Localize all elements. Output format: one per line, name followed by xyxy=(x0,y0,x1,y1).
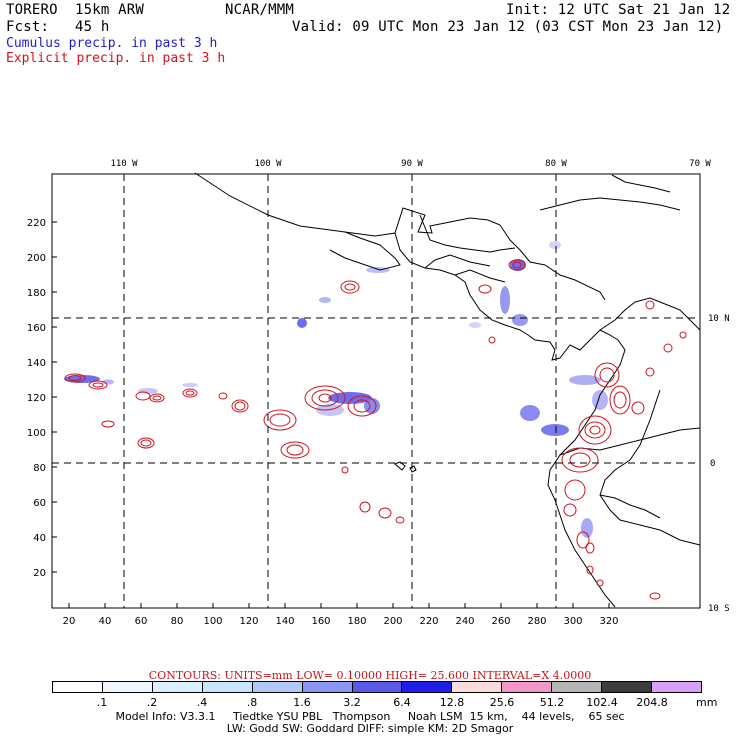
colorbar-swatch xyxy=(652,682,701,692)
latlon-grid xyxy=(52,174,700,608)
x-tick-label: 200 xyxy=(383,616,402,627)
x-grid-labels: 20 40 60 80 100 120 140 160 180 200 220 240 260 280 30… xyxy=(63,616,619,627)
y-tick-label: 180 xyxy=(27,288,46,299)
explicit-legend: Explicit precip. in past 3 h xyxy=(6,51,226,66)
forecast-hour: Fcst: 45 h xyxy=(6,19,110,35)
colorbar-label: 3.2 xyxy=(343,696,361,709)
init-time: Init: 12 UTC Sat 21 Jan 12 xyxy=(506,2,731,18)
colorbar-label: 12.8 xyxy=(439,696,465,709)
lat-label-10n: 10 N xyxy=(708,314,730,324)
x-tick-label: 60 xyxy=(135,616,148,627)
x-tick-label: 240 xyxy=(455,616,474,627)
x-tick-label: 260 xyxy=(491,616,510,627)
lon-label-70w: 70 W xyxy=(689,159,711,169)
lat-label-0: 0 xyxy=(710,459,715,469)
valid-time: Valid: 09 UTC Mon 23 Jan 12 (03 CST Mon … xyxy=(292,19,724,35)
colorbar-swatch xyxy=(602,682,653,692)
x-tick-label: 100 xyxy=(203,616,222,627)
colorbar-swatch xyxy=(352,682,403,692)
colorbar-swatch xyxy=(53,682,103,692)
cumulus-precip-shading xyxy=(64,241,608,538)
x-tick-label: 220 xyxy=(419,616,438,627)
colorbar-label: .4 xyxy=(196,696,208,709)
colorbar-swatch xyxy=(302,682,353,692)
x-tick-label: 320 xyxy=(599,616,618,627)
y-tick-label: 40 xyxy=(33,533,46,544)
x-tick-label: 140 xyxy=(275,616,294,627)
axis-ticks xyxy=(52,221,610,608)
colorbar-label: .1 xyxy=(96,696,108,709)
colorbar-unit: mm xyxy=(696,696,718,709)
colorbar-swatch xyxy=(502,682,553,692)
y-tick-label: 200 xyxy=(27,253,46,264)
y-tick-label: 140 xyxy=(27,358,46,369)
colorbar-label: 1.6 xyxy=(293,696,311,709)
colorbar-label: 102.4 xyxy=(586,696,618,709)
colorbar-label: .2 xyxy=(146,696,158,709)
colorbar-label: 51.2 xyxy=(539,696,565,709)
map-frame xyxy=(51,173,701,609)
contours-info: CONTOURS: UNITS=mm LOW= 0.10000 HIGH= 25… xyxy=(148,669,592,682)
x-tick-label: 160 xyxy=(311,616,330,627)
x-tick-label: 300 xyxy=(563,616,582,627)
colorbar-label: 204.8 xyxy=(636,696,668,709)
y-grid-labels: 20 40 60 80 100 120 140 160 180 200 220 xyxy=(27,218,46,579)
precip-colorbar xyxy=(52,681,702,693)
lon-label-90w: 90 W xyxy=(401,159,423,169)
lat-label-10s: 10 S xyxy=(708,604,730,614)
colorbar-swatch xyxy=(402,682,453,692)
cumulus-legend: Cumulus precip. in past 3 h xyxy=(6,36,218,51)
lat-labels: 10 N 0 10 S xyxy=(708,314,730,614)
x-tick-label: 280 xyxy=(527,616,546,627)
y-tick-label: 60 xyxy=(33,498,46,509)
model-info-line2: LW: Godd SW: Goddard DIFF: simple KM: 2D… xyxy=(226,722,514,735)
lon-label-80w: 80 W xyxy=(545,159,567,169)
coastlines xyxy=(194,172,701,608)
precipitation-map: 110 W 100 W 90 W 80 W 70 W 10 N 0 10 S 2… xyxy=(27,159,730,627)
x-tick-label: 120 xyxy=(239,616,258,627)
model-info-line1: Model Info: V3.3.1 Tiedtke YSU PBL Thomp… xyxy=(115,710,625,723)
explicit-precip-contours xyxy=(64,259,687,600)
y-tick-label: 220 xyxy=(27,218,46,229)
model-name: TORERO 15km ARW xyxy=(6,2,145,18)
colorbar-swatch xyxy=(202,682,253,692)
colorbar-label: .8 xyxy=(246,696,258,709)
colorbar-swatch xyxy=(102,682,153,692)
y-tick-label: 120 xyxy=(27,393,46,404)
colorbar-label: 25.6 xyxy=(489,696,515,709)
lon-label-110w: 110 W xyxy=(110,159,138,169)
x-tick-label: 20 xyxy=(63,616,76,627)
colorbar-swatch xyxy=(252,682,303,692)
colorbar-swatch xyxy=(152,682,203,692)
colorbar-label: 6.4 xyxy=(393,696,411,709)
x-tick-label: 180 xyxy=(347,616,366,627)
y-tick-label: 80 xyxy=(33,463,46,474)
colorbar-swatch xyxy=(552,682,603,692)
x-tick-label: 40 xyxy=(99,616,112,627)
colorbar-swatch xyxy=(452,682,503,692)
center-name: NCAR/MMM xyxy=(225,2,295,18)
x-tick-label: 80 xyxy=(171,616,184,627)
y-tick-label: 160 xyxy=(27,323,46,334)
lon-label-100w: 100 W xyxy=(254,159,282,169)
y-tick-label: 20 xyxy=(33,568,46,579)
lon-labels: 110 W 100 W 90 W 80 W 70 W xyxy=(110,159,711,169)
y-tick-label: 100 xyxy=(27,428,46,439)
